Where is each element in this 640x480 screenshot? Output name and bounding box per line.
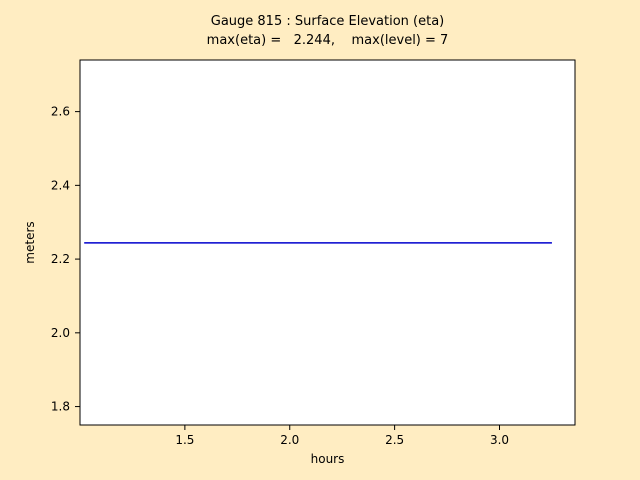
x-tick-label: 1.5 — [175, 433, 194, 447]
y-tick-label: 2.0 — [51, 326, 70, 340]
chart-title: Gauge 815 : Surface Elevation (eta) — [210, 14, 445, 29]
chart-subtitle: max(eta) = 2.244, max(level) = 7 — [206, 33, 449, 48]
y-tick-label: 1.8 — [51, 400, 70, 414]
x-axis-label: hours — [311, 452, 345, 466]
y-tick-label: 2.4 — [51, 178, 70, 192]
y-axis-label: meters — [23, 221, 37, 263]
x-tick-label: 2.5 — [385, 433, 404, 447]
chart-title-block: Gauge 815 : Surface Elevation (eta) max(… — [80, 12, 575, 50]
y-tick-label: 2.6 — [51, 105, 70, 119]
y-tick-label: 2.2 — [51, 252, 70, 266]
x-tick-label: 3.0 — [490, 433, 509, 447]
x-tick-label: 2.0 — [280, 433, 299, 447]
